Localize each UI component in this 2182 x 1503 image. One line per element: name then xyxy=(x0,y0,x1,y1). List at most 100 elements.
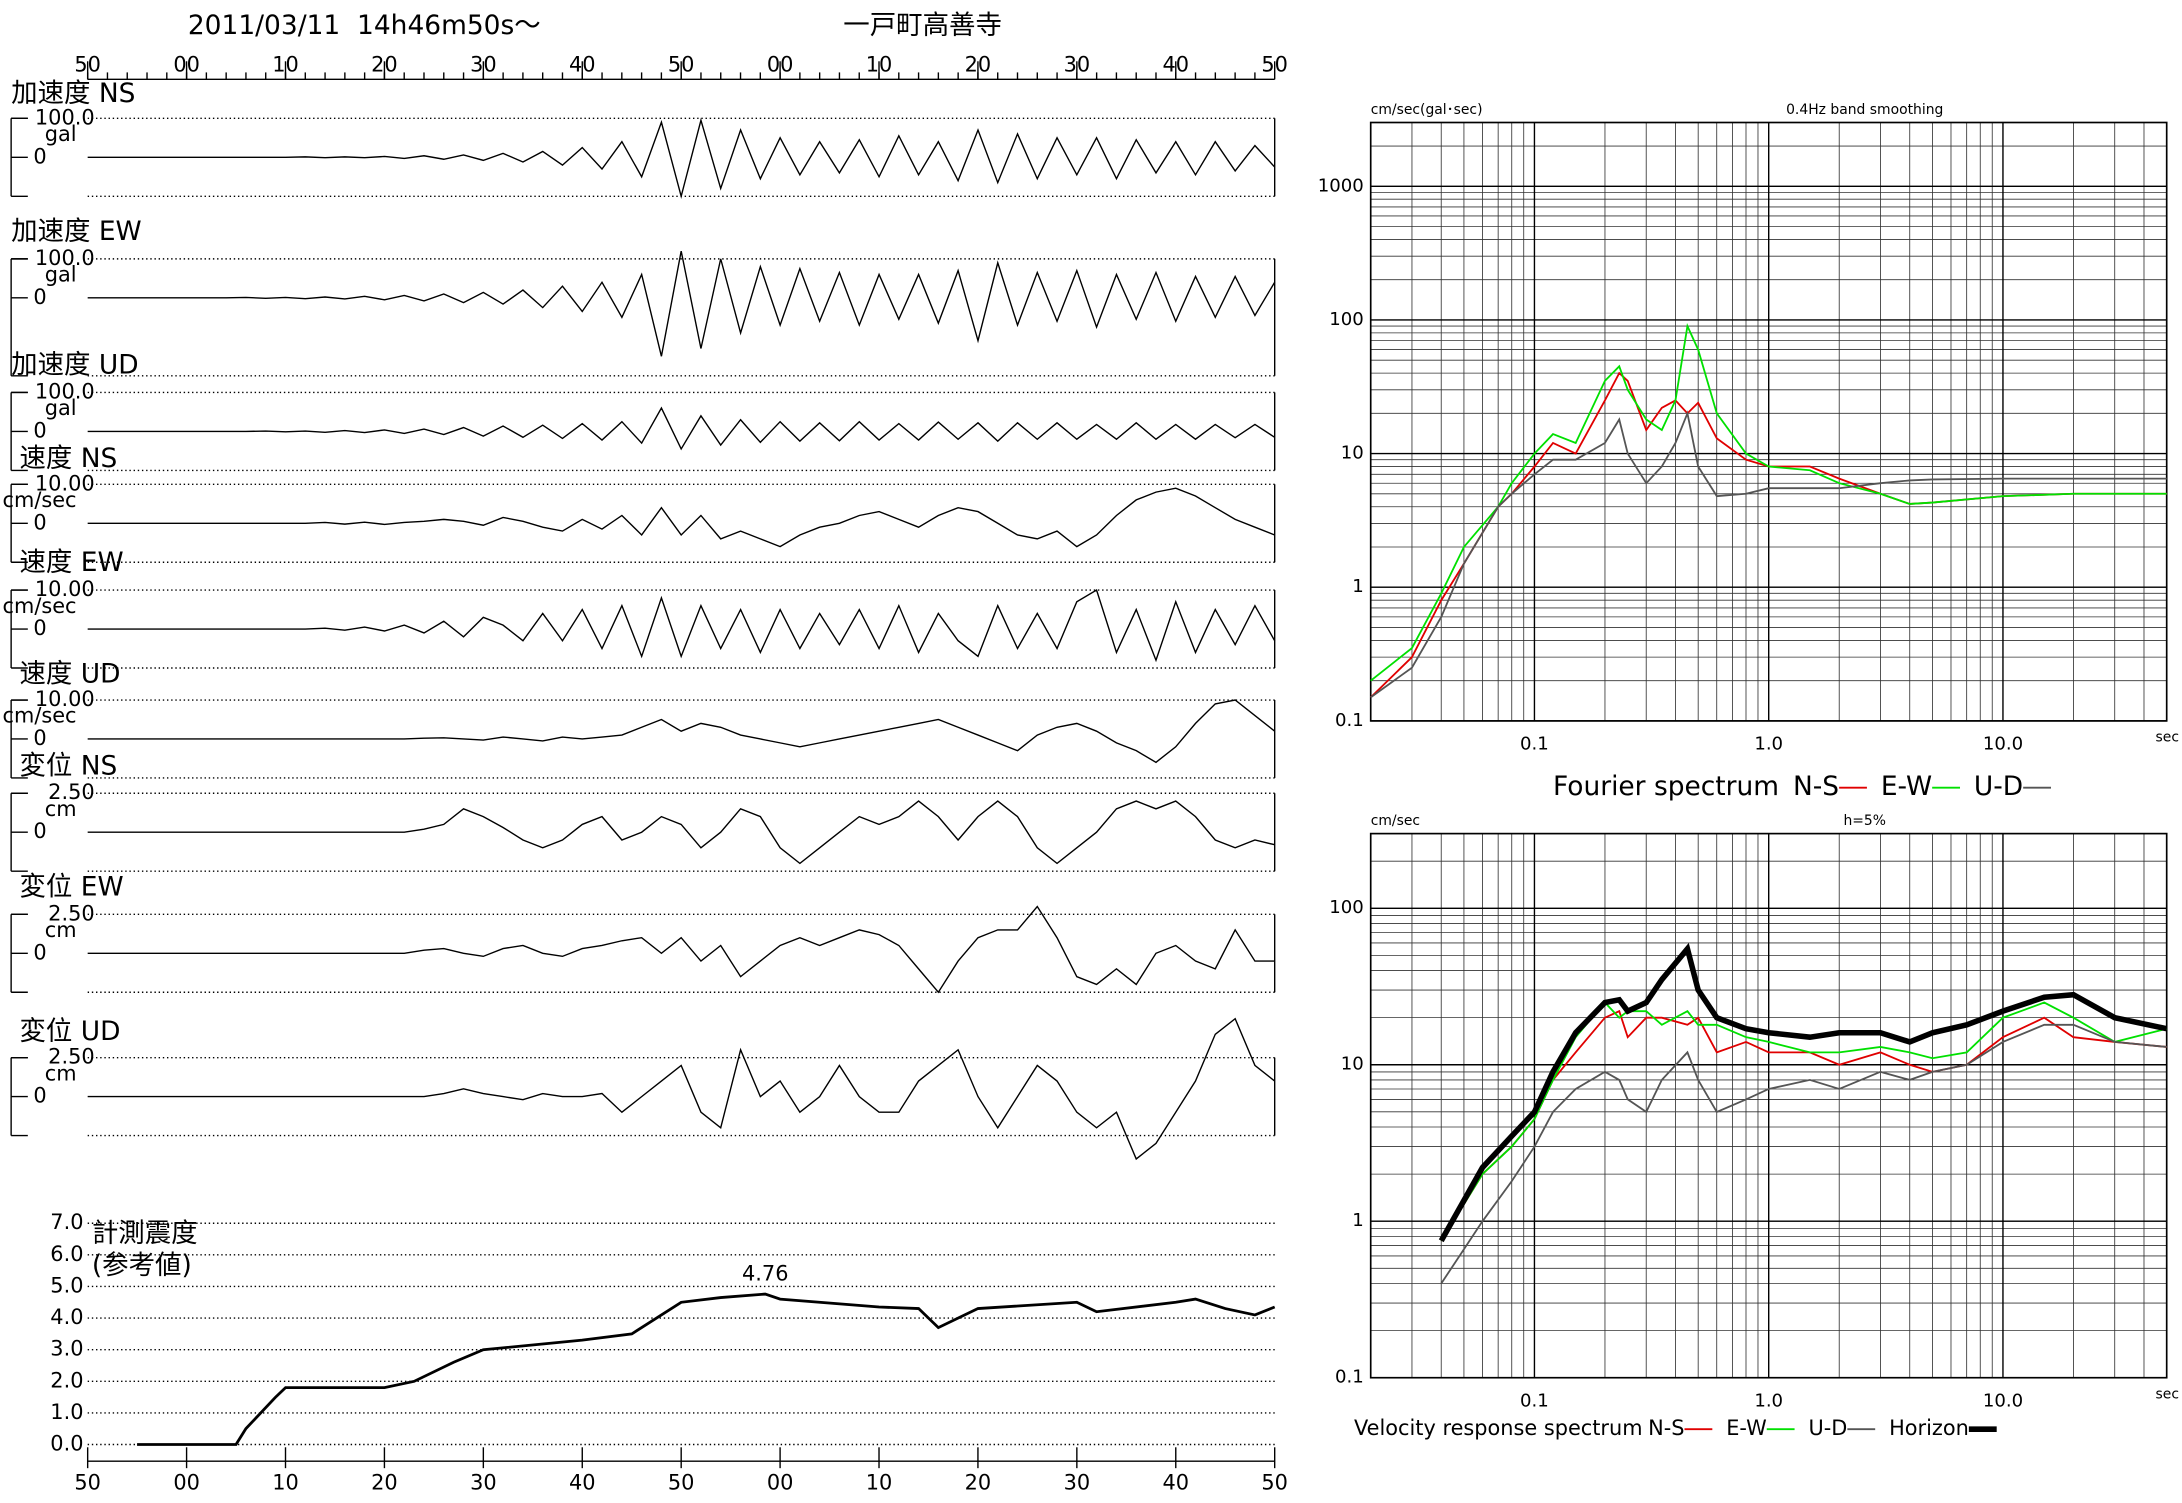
x-tick-label: 30 xyxy=(470,1470,497,1494)
x-tick-label: 0.1 xyxy=(1520,734,1549,755)
panel-label: 変位 EW xyxy=(19,871,123,902)
x-tick-label: 00 xyxy=(173,1470,200,1494)
x-label: sec xyxy=(2156,1386,2179,1402)
y-tick-label: 0 xyxy=(33,418,46,442)
subtitle: 0.4Hz band smoothing xyxy=(1786,102,1943,118)
y-tick-label: 6.0 xyxy=(50,1242,83,1266)
spectrum-line xyxy=(1370,322,2167,682)
spectrum-line xyxy=(1440,1023,2167,1285)
waveform-trace xyxy=(87,1017,1276,1161)
legend-label: U-D xyxy=(1808,1416,1847,1440)
y-tick-label: 100 xyxy=(1329,309,1364,330)
waveform-trace xyxy=(87,117,1276,199)
waveform-trace xyxy=(87,487,1275,548)
y-tick-label: 100.0 xyxy=(35,246,95,270)
x-tick-label: 20 xyxy=(965,1470,992,1494)
unit-label: gal xyxy=(45,396,77,420)
legend-label: Horizon xyxy=(1889,1416,1969,1440)
y-tick-label: 2.50 xyxy=(48,1045,94,1069)
y-tick-label: 0.1 xyxy=(1335,710,1364,731)
y-tick-label: 10.00 xyxy=(35,687,95,711)
y-tick-label: 0 xyxy=(33,1084,46,1108)
x-tick-label: 50 xyxy=(74,1470,101,1494)
unit-label: gal xyxy=(45,122,77,146)
spectrum-line xyxy=(1438,942,2168,1243)
panel-label: 加速度 UD xyxy=(11,350,138,381)
y-tick-label: 100.0 xyxy=(35,379,95,403)
unit-label: cm/sec xyxy=(3,594,77,618)
plot-frame xyxy=(1369,121,2168,722)
y-tick-label: 2.50 xyxy=(48,901,94,925)
legend-label: N-S xyxy=(1648,1416,1684,1440)
legend-title: Fourier spectrum xyxy=(1553,771,1779,802)
panel-label: 変位 NS xyxy=(19,750,117,781)
legend-label: E-W xyxy=(1726,1416,1766,1440)
x-tick-label: 30 xyxy=(1064,1470,1091,1494)
y-label: (参考値) xyxy=(92,1250,192,1281)
unit-label: cm/sec xyxy=(3,704,77,728)
date-label: 2011/03/11 14h46m50s〜 xyxy=(188,10,541,41)
y-tick-label: 10.00 xyxy=(35,471,95,495)
legend-label: U-D xyxy=(1974,771,2023,802)
y-tick-label: 0 xyxy=(33,940,46,964)
panel-label: 速度 EW xyxy=(19,547,123,578)
waveform-trace xyxy=(87,699,1276,764)
x-tick-label: 10 xyxy=(866,1470,893,1494)
panel-label: 速度 UD xyxy=(19,658,120,689)
y-tick-label: 7.0 xyxy=(50,1210,83,1234)
x-tick-label: 10.0 xyxy=(1983,1390,2023,1411)
x-tick-label: 00 xyxy=(767,1470,794,1494)
x-label: sec xyxy=(2156,730,2179,746)
panel-label: 変位 UD xyxy=(19,1016,120,1047)
unit-label: cm xyxy=(45,918,77,942)
y-label: 計測震度 xyxy=(92,1218,198,1249)
waveform-trace xyxy=(87,589,1276,663)
y-tick-label: 2.50 xyxy=(48,780,94,804)
subtitle: h=5% xyxy=(1843,813,1886,829)
x-tick-label: 10 xyxy=(272,1470,299,1494)
spectrum-line xyxy=(1440,1001,2167,1242)
waveform-trace xyxy=(87,406,1276,451)
panel-label: 加速度 EW xyxy=(11,216,142,247)
station-title: 一戸町高善寺 xyxy=(843,10,1002,41)
y-tick-label: 100 xyxy=(1329,897,1364,918)
waveform-trace xyxy=(87,905,1275,994)
waveform-trace xyxy=(87,250,1276,357)
y-tick-label: 1 xyxy=(1352,1210,1364,1231)
y-tick-label: 0.0 xyxy=(50,1432,83,1456)
unit-label: cm xyxy=(45,797,77,821)
intensity-line xyxy=(137,1292,1276,1446)
y-tick-label: 5.0 xyxy=(50,1273,83,1297)
y-tick-label: 0 xyxy=(33,819,46,843)
y-tick-label: 10 xyxy=(1341,443,1364,464)
unit-label: cm/sec xyxy=(3,488,77,512)
panel-label: 加速度 NS xyxy=(11,78,135,109)
spectrum-line xyxy=(1440,1009,2167,1242)
y-tick-label: 0 xyxy=(33,510,46,534)
waveform-trace xyxy=(87,800,1275,865)
plot-frame xyxy=(1369,832,2168,1379)
x-tick-label: 40 xyxy=(569,1470,596,1494)
x-tick-label: 1.0 xyxy=(1754,1390,1783,1411)
x-tick-label: 50 xyxy=(1261,1470,1288,1494)
y-tick-label: 0.1 xyxy=(1335,1367,1364,1388)
x-tick-label: 10.0 xyxy=(1983,734,2023,755)
y-tick-label: 0 xyxy=(33,285,46,309)
legend-label: E-W xyxy=(1881,771,1932,802)
y-tick-label: 0 xyxy=(33,144,46,168)
panel-label: 速度 NS xyxy=(19,443,117,474)
y-tick-label: 3.0 xyxy=(50,1337,83,1361)
y-tick-label: 1 xyxy=(1352,576,1364,597)
y-tick-label: 0 xyxy=(33,726,46,750)
unit-label: gal xyxy=(45,263,77,287)
y-tick-label: 10.00 xyxy=(35,577,95,601)
y-tick-label: 1.0 xyxy=(50,1400,83,1424)
legend-title: Velocity response spectrum xyxy=(1354,1416,1643,1440)
peak-annotation: 4.76 xyxy=(742,1262,788,1286)
y-tick-label: 4.0 xyxy=(50,1305,83,1329)
x-tick-label: 1.0 xyxy=(1754,734,1783,755)
spectrum-line xyxy=(1370,410,2167,699)
y-tick-label: 100.0 xyxy=(35,105,95,129)
unit-label: cm xyxy=(45,1061,77,1085)
y-tick-label: 1000 xyxy=(1318,175,1364,196)
